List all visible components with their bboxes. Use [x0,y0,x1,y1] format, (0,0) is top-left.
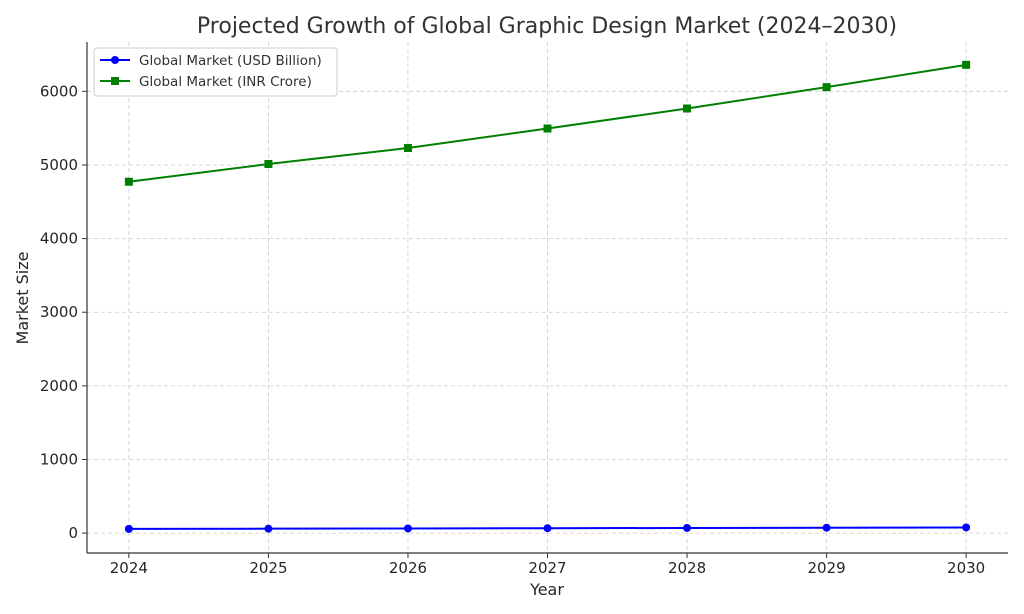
y-tick-label: 1000 [40,450,78,468]
x-ticks: 2024 2025 2026 2027 2028 2029 2030 [110,553,985,577]
x-tick-label: 2028 [668,559,706,577]
legend-entry-usd: Global Market (USD Billion) [100,53,322,69]
x-tick-label: 2024 [110,559,148,577]
series-0 [124,523,971,533]
y-tick-label: 5000 [40,156,78,174]
x-axis-label: Year [529,580,564,599]
legend-marker-inr [111,77,119,85]
legend-label-inr: Global Market (INR Crore) [139,74,312,90]
data-point [822,523,831,532]
data-point [403,524,412,533]
data-point [962,60,971,69]
data-point [822,83,831,92]
data-point [264,524,273,533]
legend-label-usd: Global Market (USD Billion) [139,53,322,69]
x-tick-label: 2029 [807,559,845,577]
legend-box [93,47,338,97]
grid-lines [87,42,1008,553]
data-point [403,144,412,153]
data-point [543,524,552,533]
y-tick-label: 2000 [40,377,78,395]
data-point [543,124,552,133]
x-tick-label: 2026 [389,559,427,577]
series-layer [124,60,971,533]
data-point [124,524,133,533]
data-point [683,523,692,532]
chart-title: Projected Growth of Global Graphic Desig… [197,14,897,39]
data-point [962,523,971,532]
legend-entry-inr: Global Market (INR Crore) [100,74,312,90]
y-tick-label: 0 [68,524,78,542]
y-tick-label: 6000 [40,82,78,100]
x-tick-label: 2027 [528,559,566,577]
y-tick-label: 3000 [40,303,78,321]
legend-marker-usd [111,56,119,64]
legend: Global Market (USD Billion) Global Marke… [93,47,338,97]
x-tick-label: 2030 [947,559,985,577]
data-point [124,177,133,186]
y-axis-label: Market Size [13,252,32,345]
series-1 [124,60,971,186]
data-point [683,104,692,113]
y-tick-label: 4000 [40,230,78,248]
y-ticks: 0 1000 2000 3000 4000 5000 6000 [40,82,87,542]
data-point [264,160,273,169]
x-tick-label: 2025 [249,559,287,577]
